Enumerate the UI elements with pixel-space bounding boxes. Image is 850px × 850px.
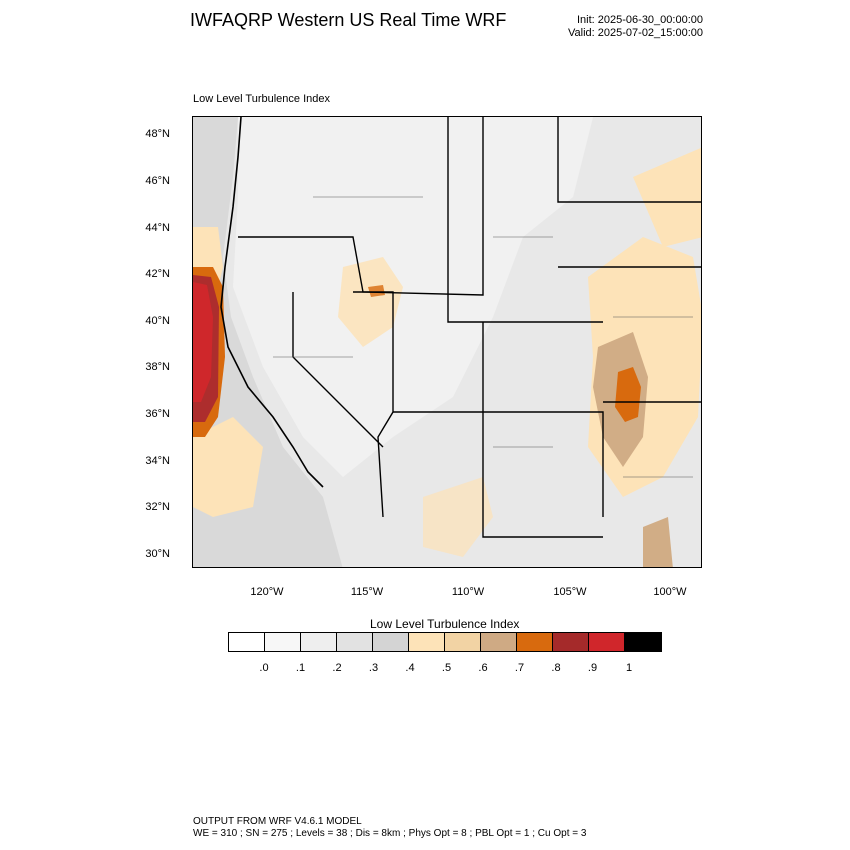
lat-label-48: 48°N	[145, 128, 170, 140]
colorbar-box-1	[265, 633, 301, 651]
panel-label: Low Level Turbulence Index	[193, 93, 330, 105]
lat-label-30: 30°N	[145, 548, 170, 560]
field-red-plume	[193, 282, 213, 402]
footer-config: WE = 310 ; SN = 275 ; Levels = 38 ; Dis …	[193, 828, 587, 839]
colorbar-box-2	[301, 633, 337, 651]
map-plot-area	[192, 116, 702, 568]
state-border-dakotas	[557, 117, 701, 203]
map-svg	[193, 117, 701, 567]
lon-label-110: 110°W	[451, 586, 485, 598]
state-border-nm	[482, 322, 603, 538]
field-tan-tx	[643, 517, 673, 567]
colorbar-label-8: .8	[551, 662, 561, 674]
colorbar-box-3	[337, 633, 373, 651]
lat-label-36: 36°N	[145, 408, 170, 420]
colorbar-box-10	[589, 633, 625, 651]
valid-time: Valid: 2025-07-02_15:00:00	[568, 27, 703, 39]
coastline	[220, 117, 324, 488]
lon-label-105: 105°W	[553, 586, 587, 598]
field-pale-orange-south	[423, 477, 493, 557]
lat-label-32: 32°N	[145, 501, 170, 513]
lon-label-120: 120°W	[250, 586, 284, 598]
chart-title: IWFAQRP Western US Real Time WRF	[190, 10, 507, 30]
colorbar-label-10: 1	[625, 662, 633, 674]
colorbar-label-7: .7	[514, 662, 525, 674]
colorbar-label-0: .0	[259, 662, 269, 674]
colorbar-label-1: .1	[295, 662, 306, 674]
state-border-central	[447, 117, 603, 323]
county-lines	[273, 196, 693, 478]
colorbar-box-8	[517, 633, 553, 651]
colorbar-label-2: .2	[332, 662, 342, 674]
lat-label-40: 40°N	[145, 315, 170, 327]
field-pale-orange-north	[633, 147, 701, 247]
colorbar-box-5	[409, 633, 445, 651]
colorbar-label-9: .9	[587, 662, 598, 674]
lon-label-115: 115°W	[350, 586, 384, 598]
colorbar-title: Low Level Turbulence Index	[370, 617, 520, 631]
colorbar-box-9	[553, 633, 589, 651]
lat-label-38: 38°N	[145, 361, 170, 373]
state-border-south	[393, 411, 604, 517]
colorbar-label-3: .3	[368, 662, 379, 674]
field-pale-orange-sw	[193, 417, 263, 517]
colorbar-label-4: .4	[405, 662, 415, 674]
lat-label-44: 44°N	[145, 222, 170, 234]
lat-label-42: 42°N	[145, 268, 170, 280]
field-orange-core	[615, 367, 641, 422]
colorbar-box-4	[373, 633, 409, 651]
footer-model: OUTPUT FROM WRF V4.6.1 MODEL	[193, 816, 362, 827]
colorbar-box-11	[625, 633, 661, 651]
colorbar	[228, 632, 662, 652]
lon-label-100: 100°W	[653, 586, 687, 598]
field-pale-orange-basin	[338, 257, 403, 347]
lat-label-34: 34°N	[145, 455, 170, 467]
colorbar-box-0	[229, 633, 265, 651]
colorbar-box-6	[445, 633, 481, 651]
field-orange-utah	[368, 285, 385, 297]
colorbar-label-5: .5	[441, 662, 452, 674]
colorbar-box-7	[481, 633, 517, 651]
lat-label-46: 46°N	[145, 175, 170, 187]
colorbar-label-6: .6	[478, 662, 488, 674]
init-time: Init: 2025-06-30_00:00:00	[577, 14, 703, 26]
